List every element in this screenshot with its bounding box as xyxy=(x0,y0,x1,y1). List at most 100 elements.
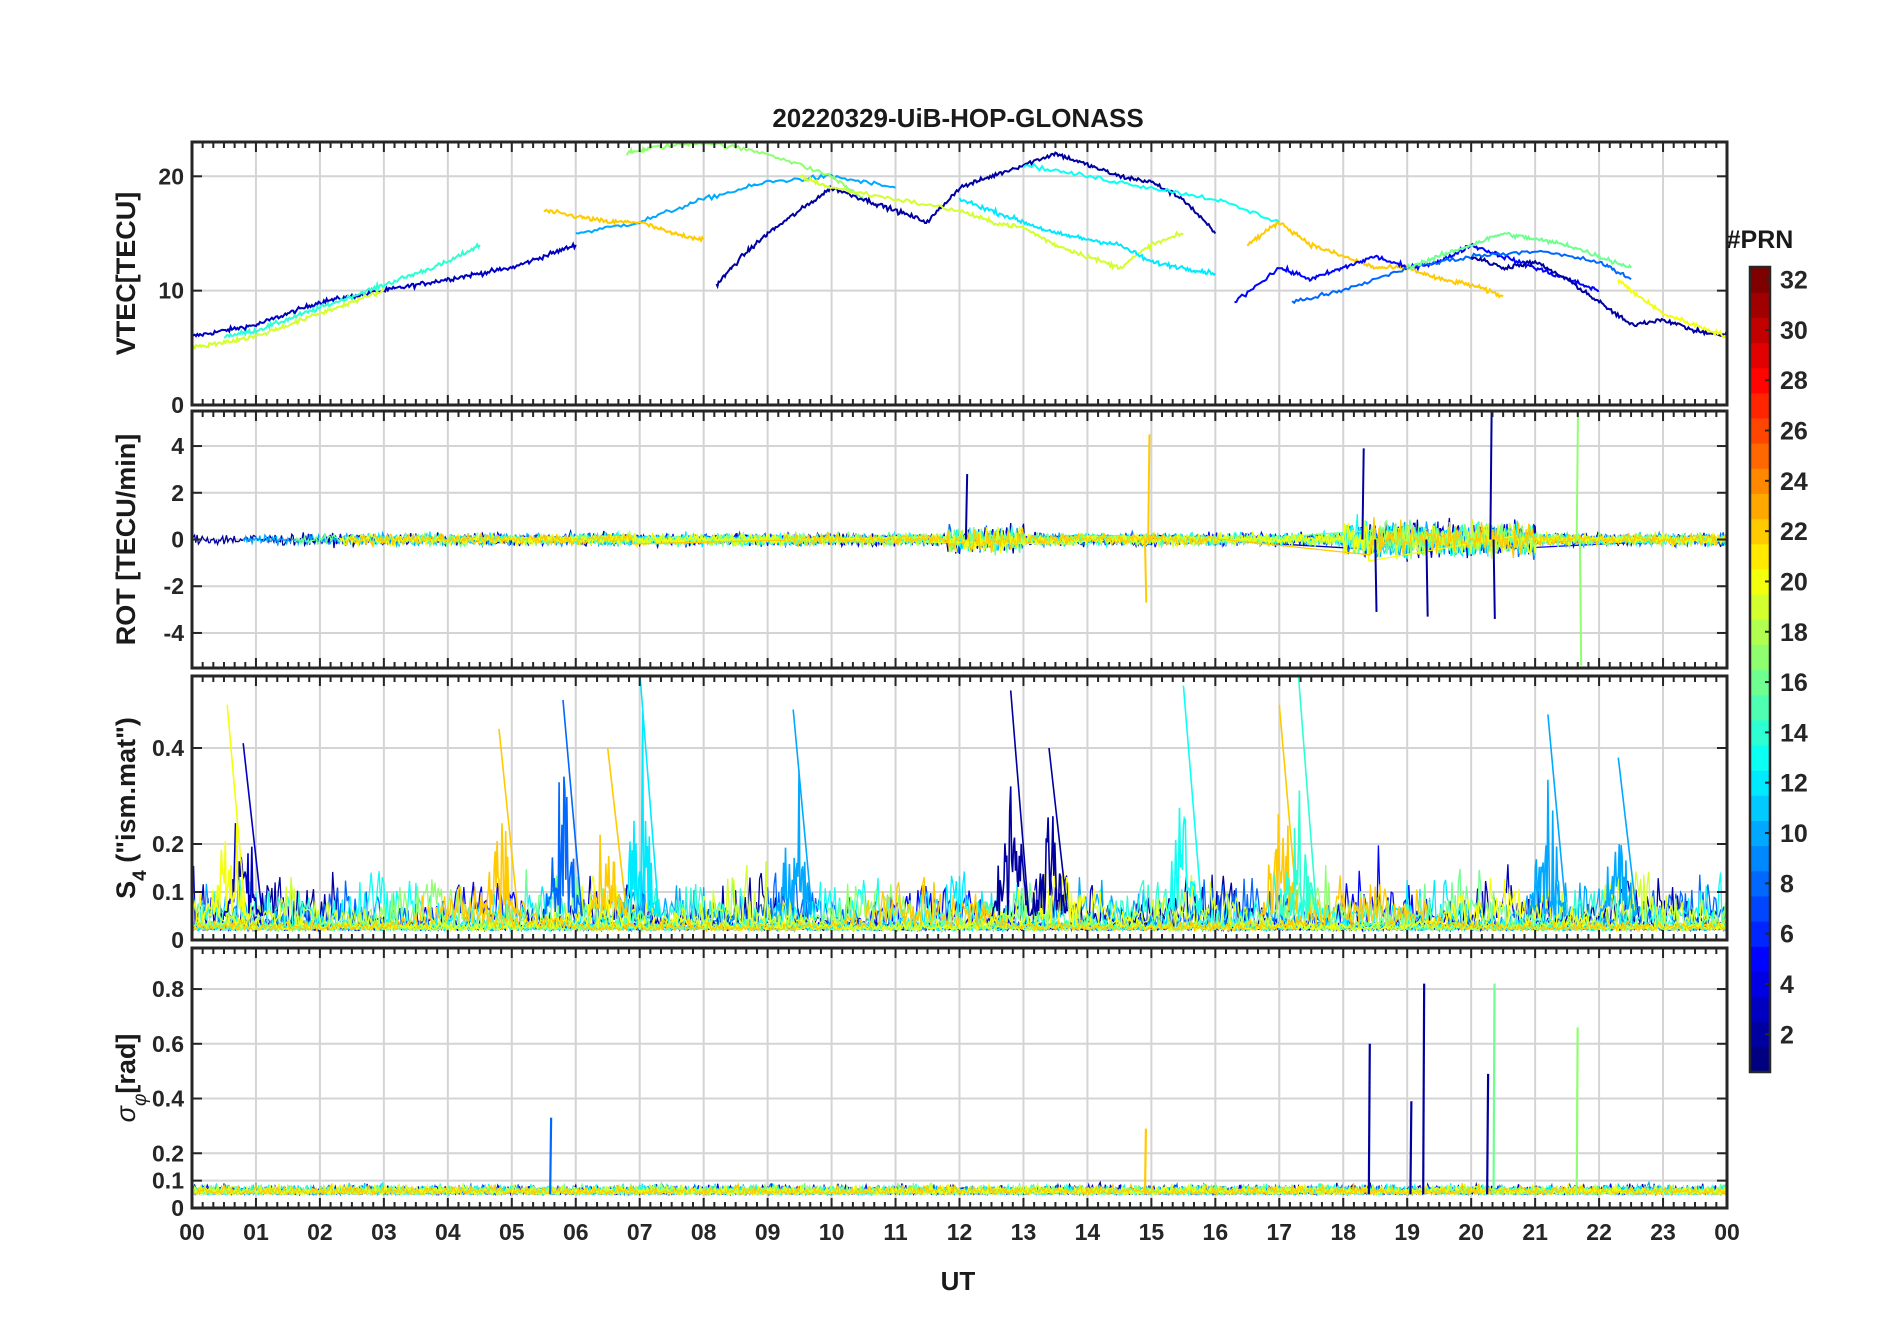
colorbar-band xyxy=(1750,292,1770,318)
y-tick-label: 0.6 xyxy=(152,1031,184,1057)
colorbar-tick-label: 10 xyxy=(1780,820,1808,848)
colorbar-band xyxy=(1750,845,1770,872)
colorbar-band xyxy=(1750,1046,1770,1073)
x-tick-label: 04 xyxy=(435,1219,461,1245)
vtec-series-prn-13 xyxy=(1022,162,1280,223)
y-tick-label: 0 xyxy=(171,527,184,553)
x-tick-label: 21 xyxy=(1522,1219,1548,1245)
x-tick-label: 01 xyxy=(243,1219,269,1245)
y-tick-label: 0.1 xyxy=(152,1168,184,1194)
colorbar-tick-label: 22 xyxy=(1780,518,1808,546)
colorbar-tick-label: 12 xyxy=(1780,770,1808,798)
colorbar-tick-label: 4 xyxy=(1780,971,1794,999)
colorbar-band xyxy=(1750,946,1770,972)
y-axis-label-sigma-phi: σφ[rad] xyxy=(111,1034,151,1123)
colorbar-tick-label: 6 xyxy=(1780,921,1794,949)
colorbar-tick-label: 28 xyxy=(1780,367,1808,395)
x-tick-label: 06 xyxy=(563,1219,589,1245)
y-tick-label: 2 xyxy=(171,480,184,506)
x-tick-label: 22 xyxy=(1586,1219,1612,1245)
colorbar-band xyxy=(1750,694,1770,721)
panel-sigma-phi-grid xyxy=(192,948,1727,1208)
rot-spike xyxy=(1143,539,1148,603)
vtec-series-prn-19 xyxy=(798,174,1184,271)
colorbar-tick-label: 24 xyxy=(1780,468,1808,496)
x-tick-label: 23 xyxy=(1650,1219,1676,1245)
y-tick-label: 0.1 xyxy=(152,879,184,905)
sigma-spike xyxy=(1486,1073,1490,1195)
x-tick-label: 19 xyxy=(1394,1219,1420,1245)
rot-spike xyxy=(1489,411,1493,540)
colorbar-tick-label: 14 xyxy=(1780,719,1808,747)
colorbar-band xyxy=(1750,568,1770,595)
y-tick-label: 4 xyxy=(171,433,184,459)
panel-vtec-ticks xyxy=(191,142,1728,406)
vtec-series-prn-20 xyxy=(1617,278,1727,339)
colorbar-band xyxy=(1750,443,1770,469)
panel-sigma-phi: 00.10.2 0.4 0.6 0.8 σφ[rad] 00 01 02 03 04 05 06 07 0… xyxy=(111,946,1740,1245)
colorbar-label: #PRN xyxy=(1727,226,1794,254)
y-tick-label: 0 xyxy=(171,1195,184,1221)
panel-sigma-phi-ticks xyxy=(191,948,1728,1209)
s4-burst xyxy=(773,709,813,919)
colorbar-tick-label: 18 xyxy=(1780,619,1808,647)
y-tick-label: -2 xyxy=(164,573,184,599)
x-tick-label: 18 xyxy=(1330,1219,1356,1245)
rot-spike xyxy=(1492,539,1496,619)
s4-burst xyxy=(1029,747,1069,917)
colorbar-tick-label: 2 xyxy=(1780,1021,1794,1049)
colorbar-frame xyxy=(1748,265,1772,1074)
sigma-series-prn-22 xyxy=(192,1181,1727,1197)
colorbar-tick-label: 32 xyxy=(1780,267,1808,295)
s4-burst xyxy=(587,747,628,917)
x-tick-label: 14 xyxy=(1075,1219,1101,1245)
x-tick-label: 12 xyxy=(947,1219,973,1245)
vtec-series-prn-22 xyxy=(543,208,705,244)
rot-spike xyxy=(1374,539,1378,612)
y-tick-label: 0.2 xyxy=(152,831,184,857)
colorbar-band xyxy=(1750,493,1770,520)
colorbar-band xyxy=(1750,820,1770,847)
colorbar-band xyxy=(1750,795,1770,822)
x-tick-label: 09 xyxy=(755,1219,781,1245)
vtec-series-prn-10 xyxy=(575,173,896,235)
colorbar-band xyxy=(1750,870,1770,897)
vtec-series-prn-12 xyxy=(958,197,1216,277)
s4-burst xyxy=(619,676,660,917)
y-tick-label: 10 xyxy=(158,278,184,304)
colorbar-band xyxy=(1750,996,1770,1023)
s4-burst xyxy=(543,699,583,917)
colorbar-band xyxy=(1750,392,1770,419)
colorbar-band xyxy=(1750,317,1770,344)
y-tick-label: 0 xyxy=(171,927,184,953)
panel-vtec-series xyxy=(192,142,1727,351)
rot-spike xyxy=(1425,539,1429,617)
panel-sigma-phi-series xyxy=(192,983,1727,1197)
sigma-spike xyxy=(1422,983,1426,1195)
y-axis-label-rot: ROT [TECU/min] xyxy=(111,434,141,645)
s4-burst xyxy=(1163,685,1203,918)
y-axis-label-vtec: VTEC[TECU] xyxy=(111,192,141,356)
colorbar-band xyxy=(1750,770,1770,796)
vtec-series-prn-22 xyxy=(1246,221,1504,299)
sigma-spike xyxy=(1367,1043,1371,1195)
panel-rot-ticks xyxy=(191,411,1728,668)
s4-burst xyxy=(1278,676,1318,917)
sigma-spike xyxy=(1575,1027,1579,1195)
colorbar-band xyxy=(1750,921,1770,947)
sigma-spike xyxy=(1409,1101,1413,1195)
vtec-series-prn-2 xyxy=(1470,256,1727,338)
s4-burst xyxy=(479,728,519,917)
y-tick-label: 0.2 xyxy=(152,1140,184,1166)
rot-spike xyxy=(964,474,969,540)
x-tick-label: 15 xyxy=(1139,1219,1165,1245)
y-tick-label: 0.8 xyxy=(152,976,184,1002)
vtec-series-prn-19 xyxy=(192,287,385,351)
s4-burst xyxy=(1527,714,1567,917)
panel-s4-series xyxy=(192,676,1727,933)
vtec-series-prn-16 xyxy=(1406,231,1632,272)
y-tick-label: 0.4 xyxy=(152,735,184,761)
x-tick-label: 20 xyxy=(1458,1219,1484,1245)
y-tick-label: 0.4 xyxy=(152,1086,184,1112)
